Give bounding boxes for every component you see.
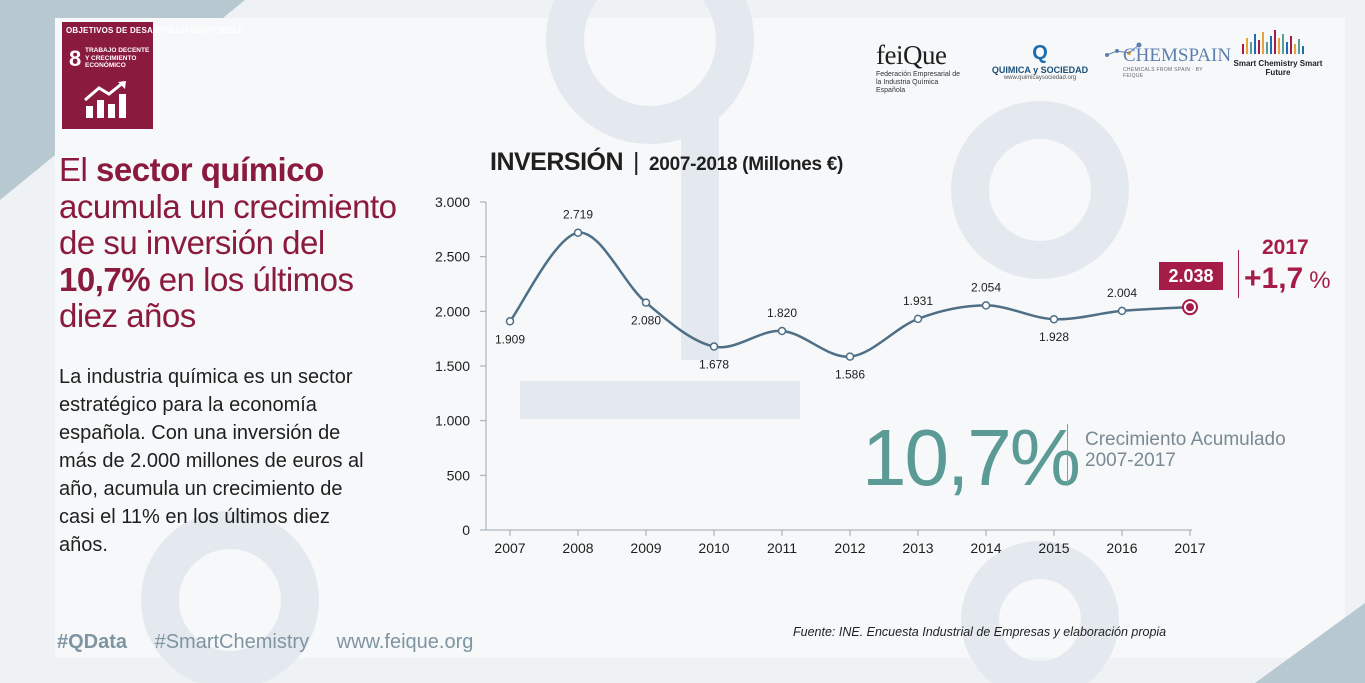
chemspain-logo: CHEMSPAIN CHEMICALS FROM SPAIN · BY FEIQ… [1103,42,1231,79]
x-tick-label: 2016 [1106,540,1137,556]
y-tick-label: 1.000 [435,413,470,429]
series-line [509,231,1191,358]
data-point [777,326,787,336]
data-point [573,228,583,237]
y-tick-label: 500 [447,467,471,483]
cumulative-growth-value: 10,7% [862,413,1081,502]
data-label: 2.080 [631,314,661,328]
background-triangle-bottom-right [1255,603,1365,683]
data-point-highlight-core [1186,303,1194,312]
data-label: 1.931 [903,294,933,308]
highlight-value-badge: 2.038 [1159,262,1223,290]
sdg-label: TRABAJO DECENTE Y CRECIMIENTO ECONÓMICO [85,47,150,69]
x-tick-label: 2017 [1174,540,1205,556]
yoy-divider [1238,250,1239,298]
footer-tags: #QData #SmartChemistry www.feique.org [57,631,495,654]
x-tick-label: 2009 [630,540,661,556]
y-tick-label: 0 [462,522,470,538]
x-tick-label: 2012 [834,540,865,556]
data-point [913,314,923,324]
yoy-change: +1,7% [1244,262,1331,295]
data-label: 1.586 [835,368,865,382]
website-link[interactable]: www.feique.org [336,631,474,653]
x-tick-label: 2007 [494,540,525,556]
cumulative-growth-label: Crecimiento Acumulado 2007-2017 [1085,429,1286,471]
x-tick-label: 2008 [562,540,593,556]
qs-mark-icon: Q [1032,42,1048,64]
data-point [641,298,651,307]
data-point [709,342,719,351]
data-point [505,317,515,326]
chart-title-sub: 2007-2018 (Millones €) [649,154,844,175]
chart-title: INVERSIÓN | 2007-2018 (Millones €) [490,148,844,176]
growth-bar-chart-icon [84,80,126,118]
data-label: 1.820 [767,306,797,320]
chart-title-main: INVERSIÓN [490,148,624,176]
y-tick-label: 1.500 [435,358,470,374]
data-label: 2.004 [1107,286,1137,300]
stat-divider [1067,424,1068,486]
source-note: Fuente: INE. Encuesta Industrial de Empr… [793,625,1167,639]
quimica-sociedad-logo: Q QUIMICA y SOCIEDAD www.quimicaysocieda… [985,42,1095,81]
x-tick-label: 2013 [902,540,933,556]
x-tick-label: 2014 [970,540,1001,556]
hashtag-smartchemistry[interactable]: #SmartChemistry [154,631,310,653]
y-tick-label: 2.000 [435,303,470,319]
x-tick-label: 2011 [767,540,797,556]
y-tick-label: 3.000 [435,194,470,210]
hashtag-qdata[interactable]: #QData [57,631,128,653]
headline: El sector químico acumula un crecimiento… [59,151,397,334]
sdg-header: OBJETIVOS DE DESARROLLO SOSTENIBLE [66,26,244,35]
smart-chemistry-logo: Smart Chemistry Smart Future [1232,30,1324,77]
lead-paragraph: La industria química es un sector estrat… [59,366,364,556]
data-point [1049,314,1059,324]
yoy-year: 2017 [1262,236,1309,259]
sdg-badge: OBJETIVOS DE DESARROLLO SOSTENIBLE 8 TRA… [62,22,244,129]
data-label: 1.678 [699,358,729,372]
feique-description: Federación Empresarial de la Industria Q… [876,71,961,94]
data-label: 1.909 [495,332,525,346]
feique-logo: feiQue Federación Empresarial de la Indu… [876,40,966,95]
molecule-icon [1105,42,1142,57]
smart-bars-icon [1242,30,1304,54]
data-point [981,301,991,310]
data-label: 1.928 [1039,330,1069,344]
y-tick-label: 2.500 [435,249,470,265]
x-tick-label: 2015 [1038,540,1069,556]
x-tick-label: 2010 [698,540,729,556]
data-point [1117,306,1127,316]
data-label: 2.719 [563,208,593,222]
sdg-number: 8 [69,46,82,71]
data-point [845,352,855,361]
data-label: 2.054 [971,280,1001,294]
